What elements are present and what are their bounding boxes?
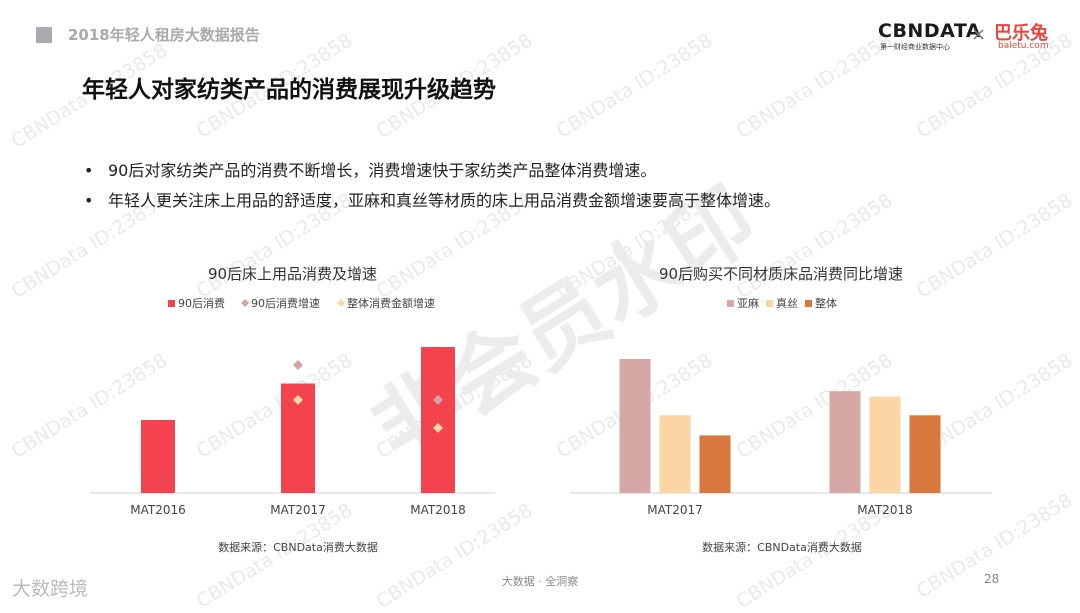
legend-label: 亚麻 xyxy=(737,296,759,310)
legend-label: 90后消费 xyxy=(178,296,225,310)
x-tick-label: MAT2017 xyxy=(647,503,703,517)
bar xyxy=(699,435,731,493)
marker-point xyxy=(293,360,303,370)
legend-label: 整体 xyxy=(815,296,837,310)
baletu-logo: 巴乐兔 xyxy=(994,23,1048,44)
marker-point xyxy=(433,394,443,405)
baletu-logo-subtitle: baletu.com xyxy=(998,41,1049,51)
page-number: 28 xyxy=(984,572,1000,586)
footer-logo: 大数跨境 xyxy=(12,578,89,600)
chart-title: 90后购买不同材质床品消费同比增速 xyxy=(659,265,903,283)
report-title: 2018年轻人租房大数据报告 xyxy=(68,26,260,44)
bar xyxy=(619,359,651,493)
legend-swatch xyxy=(805,300,812,307)
legend-swatch xyxy=(727,300,734,307)
x-tick-label: MAT2018 xyxy=(857,503,913,517)
bar xyxy=(829,391,861,493)
bullet-dot-icon: • xyxy=(84,191,94,210)
marker-point xyxy=(433,422,443,433)
legend-swatch xyxy=(766,300,773,307)
bullet-dot-icon: • xyxy=(84,161,94,180)
bullet-text: 90后对家纺类产品的消费不断增长，消费增速快于家纺类产品整体消费增速。 xyxy=(108,161,657,180)
legend-label: 真丝 xyxy=(776,296,798,310)
chart-source: 数据来源：CBNData消费大数据 xyxy=(702,540,862,554)
bullet-item: • 90后对家纺类产品的消费不断增长，消费增速快于家纺类产品整体消费增速。 xyxy=(84,157,656,181)
x-tick-label: MAT2018 xyxy=(410,503,466,517)
x-tick-label: MAT2017 xyxy=(270,503,326,517)
bar xyxy=(141,420,175,493)
marker-point xyxy=(293,394,303,405)
chart-title: 90后床上用品消费及增速 xyxy=(208,265,377,283)
cbndata-logo-subtitle: 第一财经商业数据中心 xyxy=(880,43,950,51)
legend-label: 90后消费增速 xyxy=(251,296,320,310)
bar xyxy=(869,396,901,493)
bar xyxy=(659,415,691,493)
logo-separator: × xyxy=(971,24,987,45)
bar xyxy=(421,347,455,493)
cbndata-logo: CBNDATA xyxy=(878,20,982,42)
legend-label: 整体消费金额增速 xyxy=(347,296,435,310)
bar xyxy=(909,415,941,493)
legend-swatch xyxy=(241,299,249,307)
slide-heading: 年轻人对家纺类产品的消费展现升级趋势 xyxy=(82,77,496,103)
header-square-icon xyxy=(36,27,52,43)
bullet-item: • 年轻人更关注床上用品的舒适度，亚麻和真丝等材质的床上用品消费金额增速要高于整体… xyxy=(84,187,780,211)
bullet-text: 年轻人更关注床上用品的舒适度，亚麻和真丝等材质的床上用品消费金额增速要高于整体增… xyxy=(108,191,781,210)
chart-source: 数据来源：CBNData消费大数据 xyxy=(218,540,378,554)
footer-tagline: 大数据 · 全洞察 xyxy=(501,575,579,588)
legend-swatch xyxy=(168,300,175,307)
legend-swatch xyxy=(337,299,345,307)
x-tick-label: MAT2016 xyxy=(130,503,186,517)
